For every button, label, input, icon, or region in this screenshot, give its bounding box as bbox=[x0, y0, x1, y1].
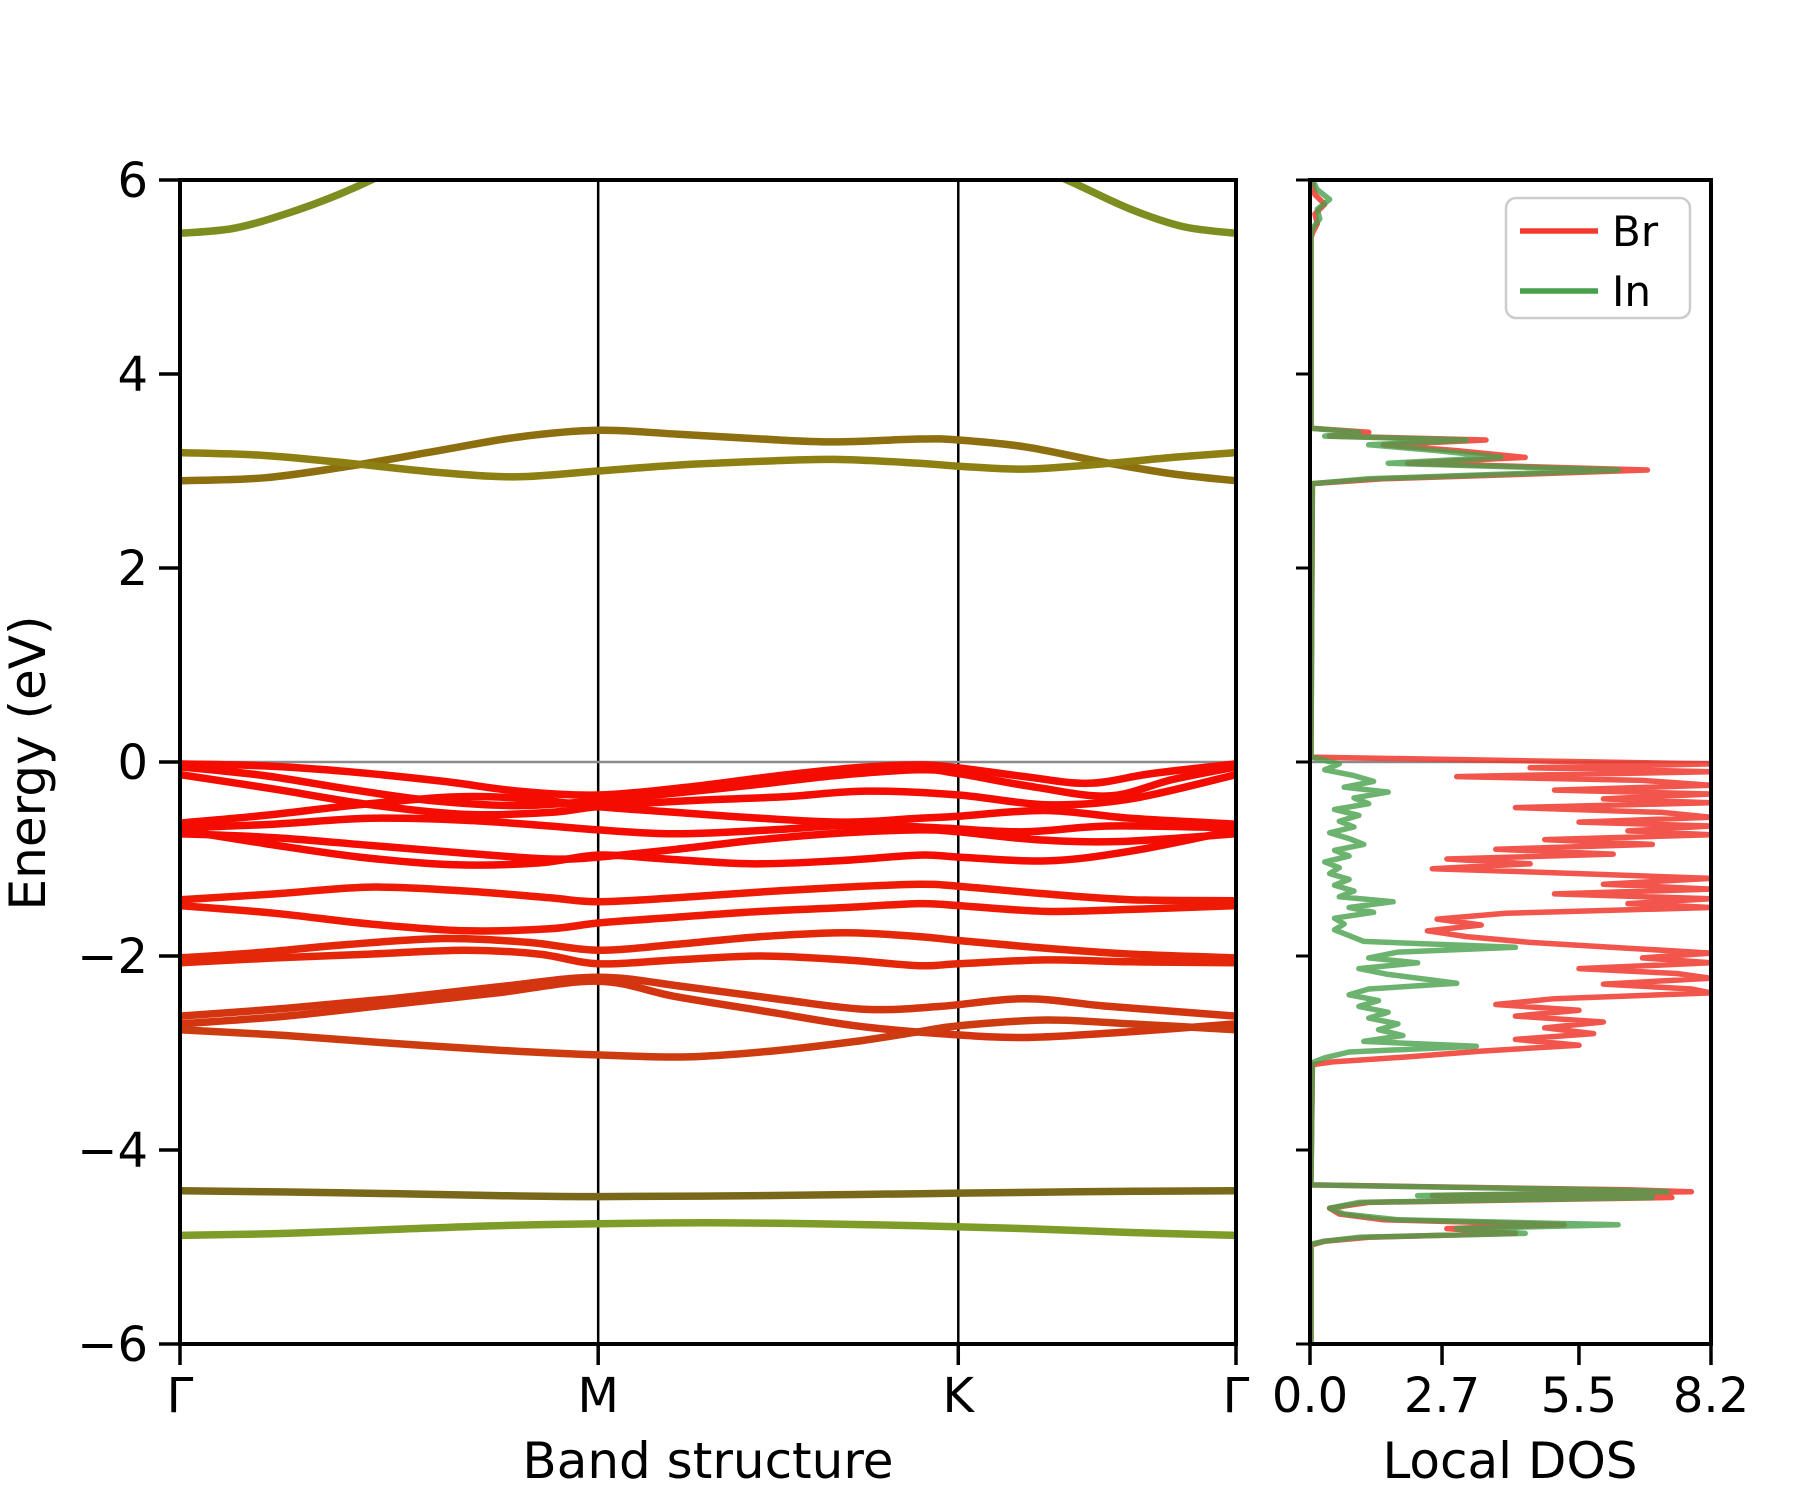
band-line-conduction-b bbox=[180, 448, 1236, 481]
y-axis-label: Energy (eV) bbox=[0, 616, 57, 911]
dos-panel-ticks bbox=[1296, 178, 1713, 1365]
band-line-valence-10 bbox=[180, 928, 1236, 962]
dos-curves bbox=[1310, 180, 1711, 1344]
band-line-valence-2 bbox=[180, 763, 1236, 810]
band-line-valence-7 bbox=[180, 826, 1236, 869]
tick-labels: 6 4 2 0 −2 −4 −6 Γ M K Γ 0.0 2.7 5.5 8.2 bbox=[77, 153, 1749, 1424]
y-tick-label: 6 bbox=[117, 153, 148, 209]
band-line-deep-2 bbox=[180, 1219, 1236, 1240]
y-tick-label: 4 bbox=[117, 347, 148, 403]
band-line-valence-13 bbox=[180, 977, 1236, 1042]
band-line-valence-14 bbox=[180, 1016, 1236, 1061]
local-dos-xlabel: Local DOS bbox=[1382, 1432, 1637, 1490]
band-structure-xlabel: Band structure bbox=[522, 1432, 893, 1490]
band-line-valence-1 bbox=[180, 760, 1236, 799]
y-tick-label: 0 bbox=[117, 735, 148, 791]
kpoint-label: Γ bbox=[1223, 1368, 1250, 1424]
dos-curve-in bbox=[1310, 180, 1670, 1344]
y-tick-label: −2 bbox=[77, 929, 148, 985]
band-line-valence-8 bbox=[180, 880, 1236, 906]
band-line-valence-4 bbox=[180, 792, 1236, 828]
y-tick-label: −4 bbox=[77, 1123, 148, 1179]
band-panel-ticks bbox=[159, 178, 1238, 1365]
band-line-valence-9 bbox=[180, 899, 1236, 935]
kpoint-label: M bbox=[577, 1368, 618, 1424]
dos-x-tick-label: 2.7 bbox=[1404, 1368, 1480, 1424]
dos-x-tick-label: 5.5 bbox=[1541, 1368, 1617, 1424]
kpoint-label: Γ bbox=[167, 1368, 194, 1424]
legend-label-br: Br bbox=[1612, 207, 1659, 256]
kpoint-label: K bbox=[943, 1368, 976, 1424]
band-line-valence-11 bbox=[180, 946, 1236, 970]
y-tick-label: 2 bbox=[117, 541, 148, 597]
band-line-valence-6 bbox=[180, 826, 1236, 863]
dos-x-tick-label: 0.0 bbox=[1272, 1368, 1348, 1424]
legend-label-in: In bbox=[1612, 267, 1651, 316]
legend: Br In bbox=[1504, 196, 1692, 320]
legend-box bbox=[1504, 196, 1692, 320]
band-lines bbox=[180, 180, 1236, 1240]
dos-x-tick-label: 8.2 bbox=[1673, 1368, 1749, 1424]
band-line-conduction-top bbox=[180, 180, 1236, 238]
band-line-deep-1 bbox=[180, 1186, 1236, 1201]
band-line-valence-12 bbox=[180, 973, 1236, 1020]
band-line-valence-5 bbox=[180, 814, 1236, 838]
y-tick-label: −6 bbox=[77, 1317, 148, 1373]
